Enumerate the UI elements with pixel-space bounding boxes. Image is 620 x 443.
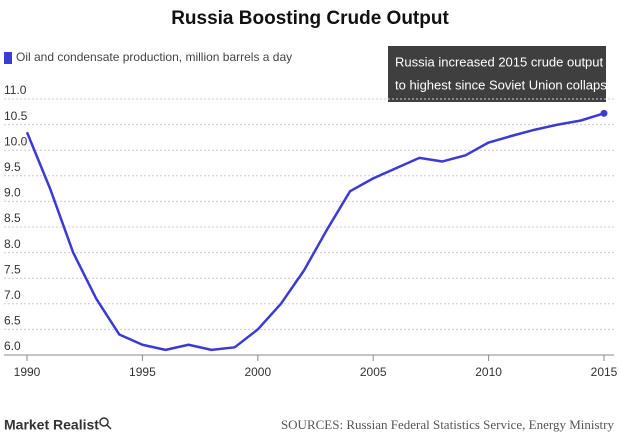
annotation: Russia increased 2015 crude output bbox=[395, 54, 604, 69]
x-tick-label: 2010 bbox=[475, 365, 502, 379]
y-tick-label: 7.5 bbox=[4, 262, 21, 276]
y-tick-label: 9.5 bbox=[4, 160, 21, 174]
y-tick-label: 6.5 bbox=[4, 314, 21, 328]
y-tick-label: 8.5 bbox=[4, 211, 21, 225]
x-tick-label: 2015 bbox=[591, 365, 618, 379]
legend-swatch bbox=[4, 52, 12, 64]
y-tick-label: 8.0 bbox=[4, 237, 21, 251]
y-tick-label: 10.0 bbox=[4, 134, 28, 148]
end-point bbox=[600, 109, 608, 117]
source: SOURCES: Russian Federal Statistics Serv… bbox=[281, 417, 615, 432]
x-tick-label: 2005 bbox=[360, 365, 387, 379]
chart-title: Russia Boosting Crude Output bbox=[171, 8, 449, 29]
legend-label: Oil and condensate production, million b… bbox=[16, 50, 292, 64]
y-tick-label: 7.0 bbox=[4, 288, 21, 302]
y-tick-label: 9.0 bbox=[4, 186, 21, 200]
annotation-box bbox=[388, 46, 606, 102]
x-tick-label: 1995 bbox=[129, 365, 156, 379]
brand-icon bbox=[106, 424, 112, 430]
annotation: to highest since Soviet Union collapse bbox=[395, 77, 614, 92]
y-tick-label: 6.0 bbox=[4, 339, 21, 353]
brand: Market Realist bbox=[4, 417, 99, 433]
x-tick-label: 2000 bbox=[244, 365, 271, 379]
y-tick-label: 11.0 bbox=[4, 83, 27, 97]
brand-icon bbox=[99, 417, 109, 427]
x-tick-label: 1990 bbox=[14, 365, 41, 379]
y-tick-label: 10.5 bbox=[4, 109, 28, 123]
line bbox=[25, 112, 605, 352]
